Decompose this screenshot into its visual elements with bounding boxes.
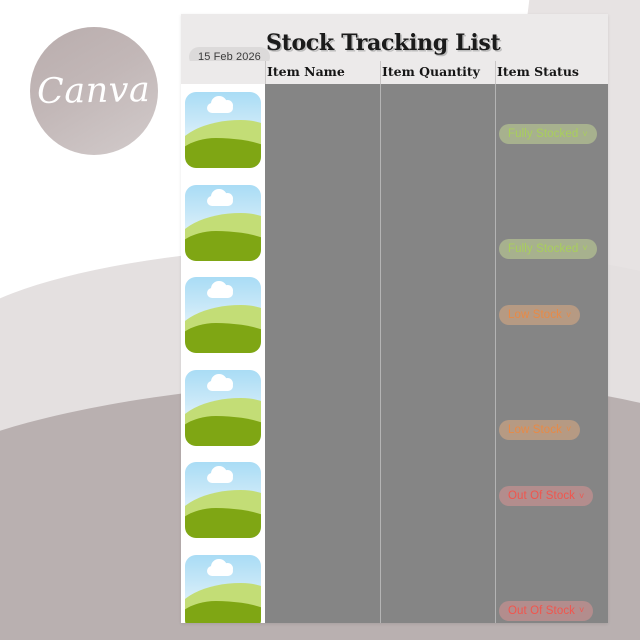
chevron-down-icon: ˅ bbox=[582, 128, 588, 139]
chevron-down-icon: ˅ bbox=[582, 243, 588, 253]
stock-table-card: 15 Feb 2026 Stock Tracking List Item Nam… bbox=[181, 14, 608, 623]
status-badge[interactable]: Out Of Stock ˅ bbox=[499, 486, 594, 506]
hill-front-shape bbox=[185, 230, 261, 261]
chevron-down-icon: ˅ bbox=[579, 490, 585, 501]
cell-item-quantity[interactable] bbox=[380, 269, 495, 362]
cell-divider-1 bbox=[380, 176, 381, 269]
column-header-quantity: Item Quantity bbox=[382, 64, 480, 79]
cell-item-status[interactable]: Out Of Stock ˅ bbox=[495, 546, 608, 623]
cell-divider-1 bbox=[380, 84, 381, 177]
table-row: Out Of Stock ˅ bbox=[181, 546, 608, 623]
landscape-thumbnail-image[interactable] bbox=[185, 369, 261, 446]
landscape-thumbnail-image[interactable] bbox=[185, 92, 261, 169]
cell-image[interactable] bbox=[181, 454, 265, 547]
cell-divider-1 bbox=[380, 269, 381, 362]
cell-item-name[interactable] bbox=[265, 84, 380, 177]
cell-item-status[interactable]: Fully Stocked ˅ bbox=[495, 176, 608, 269]
page-title: Stock Tracking List bbox=[266, 30, 501, 56]
status-badge-label: Low Stock bbox=[508, 309, 562, 321]
landscape-thumbnail-image[interactable] bbox=[185, 184, 261, 261]
chevron-down-icon: ˅ bbox=[565, 424, 572, 434]
hill-front-shape bbox=[185, 600, 261, 623]
cell-divider-1 bbox=[380, 546, 381, 623]
table-row: Out Of Stock ˅ bbox=[181, 454, 608, 547]
cell-image[interactable] bbox=[181, 84, 265, 177]
cell-item-quantity[interactable] bbox=[380, 84, 495, 177]
header-divider-3 bbox=[495, 61, 496, 84]
cell-item-quantity[interactable] bbox=[380, 176, 495, 269]
cell-item-name[interactable] bbox=[265, 361, 380, 454]
table-body: Fully Stocked ˅ Fully Stocked ˅ Low Stock ˅ Lo… bbox=[181, 84, 608, 623]
cell-item-name[interactable] bbox=[265, 454, 380, 547]
cell-item-status[interactable]: Out Of Stock ˅ bbox=[495, 454, 608, 547]
table-header-row: Item Name Item Quantity Item Status bbox=[181, 61, 608, 85]
cell-divider-1 bbox=[380, 361, 381, 454]
cell-divider-2 bbox=[495, 84, 496, 177]
cell-divider-2 bbox=[495, 546, 496, 623]
cell-item-status[interactable]: Low Stock ˅ bbox=[495, 361, 608, 454]
cell-divider-2 bbox=[495, 361, 496, 454]
cell-item-name[interactable] bbox=[265, 269, 380, 362]
chevron-down-icon: ˅ bbox=[579, 605, 585, 615]
hill-front-shape bbox=[185, 323, 261, 354]
cell-image[interactable] bbox=[181, 361, 265, 454]
cell-item-name[interactable] bbox=[265, 176, 380, 269]
cell-item-name[interactable] bbox=[265, 546, 380, 623]
cloud-icon bbox=[207, 373, 233, 391]
cloud-icon bbox=[207, 281, 233, 299]
hill-front-shape bbox=[185, 508, 261, 539]
status-badge[interactable]: Out Of Stock ˅ bbox=[499, 600, 594, 621]
status-badge[interactable]: Low Stock ˅ bbox=[499, 419, 581, 440]
status-badge[interactable]: Low Stock ˅ bbox=[499, 305, 581, 325]
header-divider-1 bbox=[265, 61, 266, 84]
cloud-icon bbox=[207, 466, 233, 484]
landscape-thumbnail-image[interactable] bbox=[185, 462, 261, 539]
cell-divider-2 bbox=[495, 269, 496, 362]
status-badge[interactable]: Fully Stocked ˅ bbox=[499, 238, 597, 259]
table-row: Fully Stocked ˅ bbox=[181, 84, 608, 177]
cell-divider-1 bbox=[380, 454, 381, 547]
cell-item-status[interactable]: Low Stock ˅ bbox=[495, 269, 608, 362]
hill-front-shape bbox=[185, 138, 261, 169]
column-header-status: Item Status bbox=[497, 64, 579, 79]
cell-image[interactable] bbox=[181, 546, 265, 623]
header-divider-2 bbox=[380, 61, 381, 84]
status-badge-label: Low Stock bbox=[508, 423, 562, 436]
cell-item-quantity[interactable] bbox=[380, 361, 495, 454]
status-badge[interactable]: Fully Stocked ˅ bbox=[499, 124, 597, 144]
column-header-name: Item Name bbox=[267, 64, 345, 79]
table-row: Low Stock ˅ bbox=[181, 361, 608, 454]
table-row: Fully Stocked ˅ bbox=[181, 176, 608, 269]
status-badge-label: Fully Stocked bbox=[508, 128, 579, 140]
cell-divider-2 bbox=[495, 454, 496, 547]
landscape-thumbnail-image[interactable] bbox=[185, 277, 261, 354]
canva-logo: Canva bbox=[30, 27, 158, 155]
cell-image[interactable] bbox=[181, 269, 265, 362]
status-badge-label: Fully Stocked bbox=[508, 242, 579, 255]
table-row: Low Stock ˅ bbox=[181, 269, 608, 362]
cell-item-status[interactable]: Fully Stocked ˅ bbox=[495, 84, 608, 177]
status-badge-label: Out Of Stock bbox=[508, 604, 576, 617]
canva-logo-text: Canva bbox=[36, 70, 151, 112]
cloud-icon bbox=[207, 188, 233, 206]
cell-item-quantity[interactable] bbox=[380, 454, 495, 547]
cell-item-quantity[interactable] bbox=[380, 546, 495, 623]
cloud-icon bbox=[207, 558, 233, 576]
hill-front-shape bbox=[185, 415, 261, 446]
cell-divider-2 bbox=[495, 176, 496, 269]
chevron-down-icon: ˅ bbox=[565, 309, 572, 320]
landscape-thumbnail-image[interactable] bbox=[185, 554, 261, 623]
status-badge-label: Out Of Stock bbox=[508, 490, 576, 502]
cell-image[interactable] bbox=[181, 176, 265, 269]
cloud-icon bbox=[207, 96, 233, 114]
